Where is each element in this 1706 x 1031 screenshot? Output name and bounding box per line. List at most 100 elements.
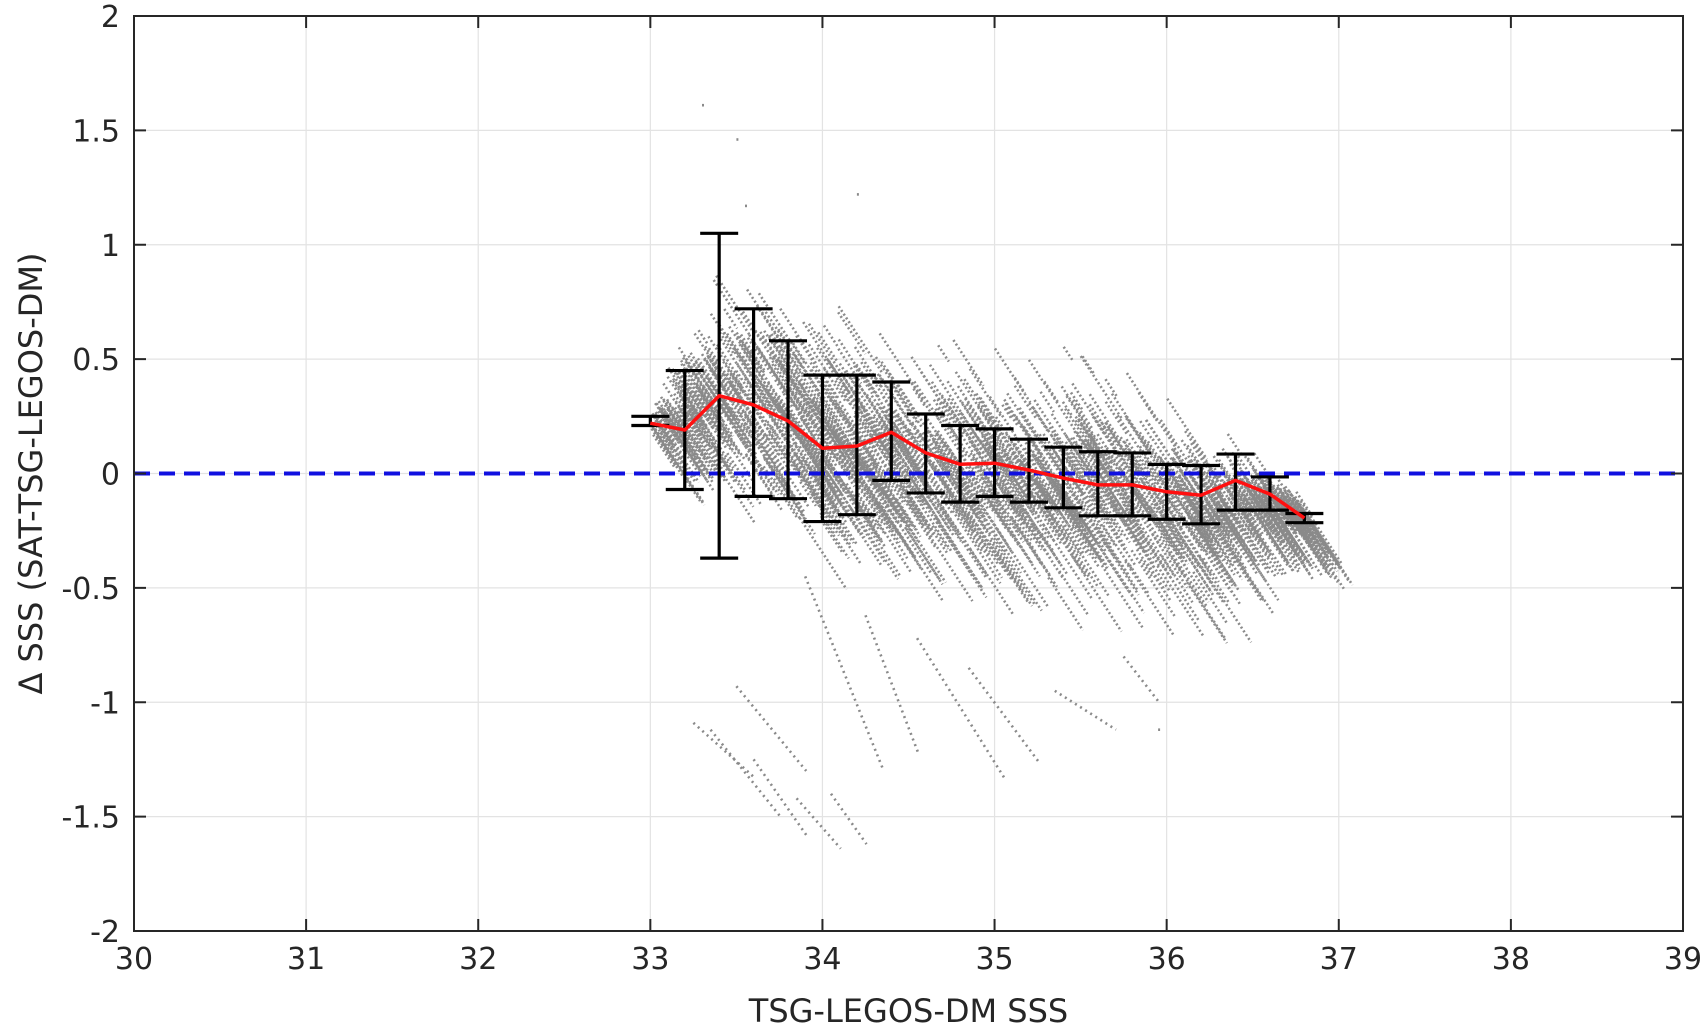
scatter-streak — [946, 380, 996, 455]
scatter-streak — [1217, 502, 1261, 567]
scatter-streak — [885, 410, 907, 441]
scatter-streak — [1211, 480, 1224, 497]
scatter-streak — [926, 531, 974, 602]
scatter-streak — [1147, 492, 1183, 546]
scatter-streak — [1064, 433, 1088, 468]
scatter-streak — [1162, 491, 1204, 553]
scatter-streak — [969, 452, 998, 494]
scatter-streak — [872, 373, 891, 400]
scatter-streak — [796, 406, 838, 468]
scatter-outlier — [735, 685, 808, 772]
scatter-streak — [1088, 393, 1122, 443]
scatter-streak — [1013, 385, 1038, 420]
scatter-streak — [667, 408, 681, 428]
scatter-streak — [821, 412, 849, 452]
scatter-streak — [1064, 407, 1115, 484]
scatter-streak — [1206, 502, 1220, 522]
scatter-streak — [1176, 523, 1188, 539]
scatter-streak — [1038, 433, 1063, 469]
scatter-streak — [1198, 555, 1212, 575]
scatter-streak — [878, 374, 923, 441]
scatter-streak — [1257, 477, 1279, 509]
mean-line-path — [649, 393, 1306, 520]
scatter-streak — [1219, 520, 1232, 538]
scatter-streak — [663, 409, 698, 460]
scatter-streak — [652, 434, 676, 468]
scatter-streak — [820, 417, 841, 448]
scatter-streak — [853, 346, 882, 388]
scatter-streak — [802, 394, 846, 459]
scatter-streak — [967, 522, 991, 556]
scatter-streak — [1136, 455, 1158, 487]
scatter-streak — [686, 404, 722, 457]
scatter-streak — [810, 440, 840, 484]
scatter-streak — [1125, 372, 1177, 448]
scatter-streak — [731, 374, 780, 447]
scatter-streak — [960, 499, 978, 525]
y-axis-title: Δ SSS (SAT-TSG-LEGOS-DM) — [12, 252, 50, 694]
scatter-streak — [1210, 471, 1255, 539]
scatter-streak — [810, 492, 841, 537]
scatter-streak — [1048, 453, 1084, 505]
scatter-streak — [1005, 445, 1029, 479]
scatter-streak — [1253, 452, 1268, 472]
scatter-streak — [890, 381, 920, 425]
scatter-streak — [700, 353, 728, 392]
scatter-streak — [993, 537, 1043, 612]
scatter-streak — [1252, 494, 1297, 561]
scatter-streak — [684, 379, 734, 453]
scatter-streak — [827, 484, 862, 536]
scatter-streak — [991, 444, 1027, 496]
scatter-streak — [928, 364, 981, 442]
scatter-streak — [805, 432, 846, 494]
x-tick-label: 36 — [1148, 942, 1186, 977]
scatter-streak — [1166, 397, 1208, 461]
scatter-streak — [1032, 407, 1067, 457]
scatter-streak — [1167, 551, 1188, 580]
scatter-streak — [908, 444, 947, 500]
scatter-streak — [759, 331, 786, 370]
scatter-streak — [697, 363, 736, 420]
scatter-streak — [1258, 496, 1312, 576]
scatter-streak — [757, 445, 807, 521]
scatter-streak — [981, 489, 1021, 548]
scatter-streak — [678, 410, 726, 482]
scatter-streak — [1006, 475, 1051, 540]
scatter-streak — [1238, 487, 1289, 563]
scatter-streak — [1156, 565, 1205, 637]
scatter-streak — [768, 433, 788, 461]
scatter-streak — [827, 426, 879, 503]
scatter-streak — [1005, 407, 1019, 427]
y-tick-label: -2 — [90, 915, 120, 950]
scatter-streak — [1151, 438, 1204, 517]
scatter-streak — [820, 515, 850, 560]
scatter-streak — [1105, 422, 1142, 476]
scatter-streak — [975, 392, 997, 424]
scatter-streak — [951, 510, 1002, 585]
scatter-streak — [1006, 392, 1034, 433]
scatter-streak — [934, 433, 961, 473]
scatter-streak — [820, 380, 841, 411]
scatter-streak — [1105, 446, 1154, 519]
scatter-streak — [961, 535, 1015, 617]
scatter-streak — [956, 477, 1007, 554]
scatter-streak — [697, 371, 719, 403]
scatter-streak — [900, 513, 947, 584]
scatter-streak — [1100, 421, 1118, 446]
scatter-streak — [1072, 399, 1094, 430]
scatter-streak — [1164, 515, 1201, 569]
scatter-streak — [997, 454, 1041, 519]
y-tick-label: 1 — [101, 229, 120, 264]
scatter-streak — [1234, 496, 1288, 576]
scatter-streak — [759, 432, 810, 508]
scatter-streak — [876, 520, 913, 574]
scatter-streak — [797, 412, 826, 455]
x-tick-label: 30 — [115, 942, 153, 977]
x-tick-label: 39 — [1664, 942, 1702, 977]
scatter-streak — [820, 519, 843, 553]
scatter-streak — [913, 487, 942, 530]
scatter-streak — [996, 424, 1050, 505]
scatter-streak — [1088, 494, 1127, 552]
scatter-streak — [854, 513, 900, 580]
scatter-streak — [1160, 554, 1194, 604]
